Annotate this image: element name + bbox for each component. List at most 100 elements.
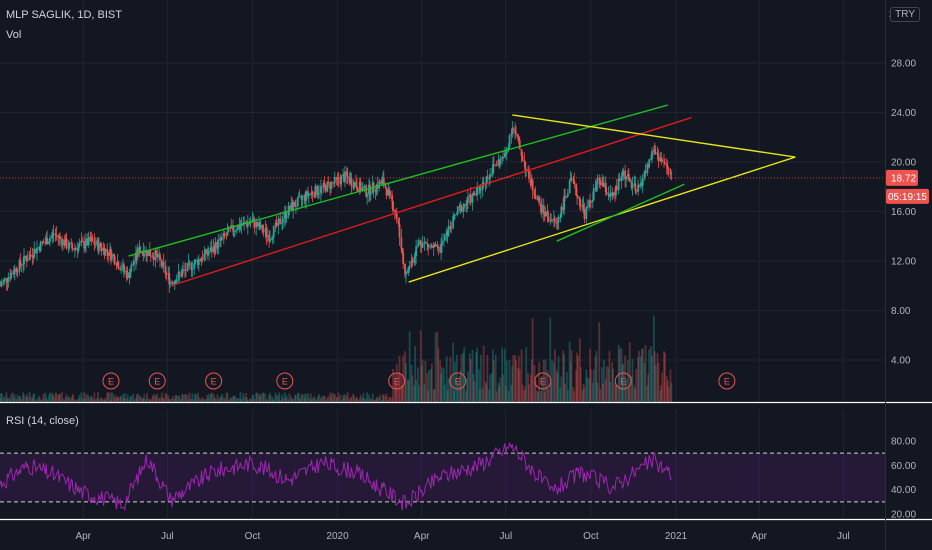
candle [168, 266, 171, 293]
candle [45, 232, 48, 245]
volume-bar [249, 398, 252, 402]
volume-bar [670, 382, 673, 402]
candle [22, 257, 25, 274]
candle [452, 211, 455, 230]
volume-bar [284, 398, 287, 402]
candle [261, 224, 264, 235]
volume-bar [627, 359, 629, 402]
volume-bar [466, 378, 468, 402]
candle [607, 186, 610, 201]
volume-bar [336, 398, 339, 402]
candle [588, 199, 590, 212]
candle [109, 242, 111, 261]
candle [556, 216, 559, 230]
volume-bar [368, 394, 370, 402]
volume-bar [575, 370, 578, 402]
volume-bar [177, 395, 180, 402]
candle [309, 193, 312, 196]
volume-bar [274, 392, 277, 402]
candle [93, 233, 96, 251]
yellow-upper-wedge[interactable] [512, 114, 796, 158]
candle [441, 233, 443, 253]
candle [609, 185, 612, 203]
candle [311, 190, 314, 203]
volume-bar [356, 396, 358, 402]
candlestick-series [0, 120, 673, 293]
volume-bar [158, 398, 160, 402]
candle [193, 259, 196, 275]
currency-badge[interactable]: TRY [890, 7, 920, 22]
earnings-marker[interactable]: E [388, 372, 406, 390]
volume-bar [586, 377, 589, 402]
volume-bar [528, 384, 530, 402]
earnings-marker[interactable]: E [148, 372, 166, 390]
volume-bar [585, 369, 588, 402]
candle [544, 206, 547, 218]
candle [486, 169, 489, 184]
earnings-marker[interactable]: E [102, 372, 120, 390]
volume-bar [330, 397, 332, 402]
candle [646, 162, 649, 177]
earnings-marker[interactable]: E [205, 372, 223, 390]
price-axis[interactable]: 28.00 24.00 20.00 16.00 12.00 8.00 4.00 80.00 60… [891, 59, 916, 521]
candle [213, 243, 216, 258]
candle [240, 217, 243, 235]
candle [651, 147, 653, 164]
time-tick-label: Apr [75, 531, 91, 542]
green-upper-channel[interactable] [128, 104, 668, 257]
volume-bar [28, 392, 31, 402]
candle [76, 241, 79, 259]
earnings-marker-label: E [620, 377, 626, 387]
candle [84, 242, 86, 251]
earnings-marker[interactable]: E [534, 372, 552, 390]
yellow-lower-wedge[interactable] [408, 156, 796, 283]
candle [436, 241, 439, 252]
candle [72, 248, 74, 251]
candle [74, 243, 76, 258]
volume-bar [447, 378, 450, 402]
volume-bar [102, 399, 105, 402]
earnings-marker[interactable]: E [718, 372, 736, 390]
candle [156, 246, 159, 263]
volume-bar [614, 385, 617, 402]
earnings-marker[interactable]: E [449, 372, 467, 390]
volume-bar [388, 396, 391, 402]
candle [369, 186, 372, 201]
candle [495, 160, 498, 167]
candle [666, 160, 669, 175]
candle [16, 268, 19, 278]
green-lower-support[interactable] [556, 183, 685, 242]
price-tick-label: 16.00 [891, 207, 916, 218]
earnings-marker[interactable]: E [614, 372, 632, 390]
volume-bar [516, 367, 519, 402]
volume-bar [615, 384, 618, 402]
candle [604, 176, 607, 196]
candle [384, 182, 387, 189]
volume-bar [225, 392, 228, 402]
candle [208, 247, 210, 261]
volume-bar [375, 397, 378, 402]
candle [130, 261, 133, 272]
volume-bar [37, 396, 40, 402]
volume-bar [61, 392, 63, 402]
candle [181, 265, 184, 279]
candle [540, 196, 542, 215]
candle [174, 279, 177, 284]
candle [349, 171, 352, 184]
time-axis[interactable]: Apr Jul Oct 2020 Apr Jul Oct 2021 Apr Jul [75, 531, 849, 542]
volume-bar [282, 397, 284, 402]
earnings-marker[interactable]: E [276, 372, 294, 390]
candle [475, 186, 478, 197]
candle [494, 164, 497, 167]
volume-bar [557, 356, 560, 402]
volume-bar [194, 393, 197, 402]
volume-bar [71, 395, 74, 402]
volume-bar [581, 389, 584, 402]
red-lower-channel[interactable] [170, 116, 692, 287]
volume-bar [18, 396, 21, 402]
candle [268, 229, 271, 248]
candle [129, 269, 132, 279]
volume-bar [240, 399, 243, 402]
volume-bar [270, 395, 273, 402]
